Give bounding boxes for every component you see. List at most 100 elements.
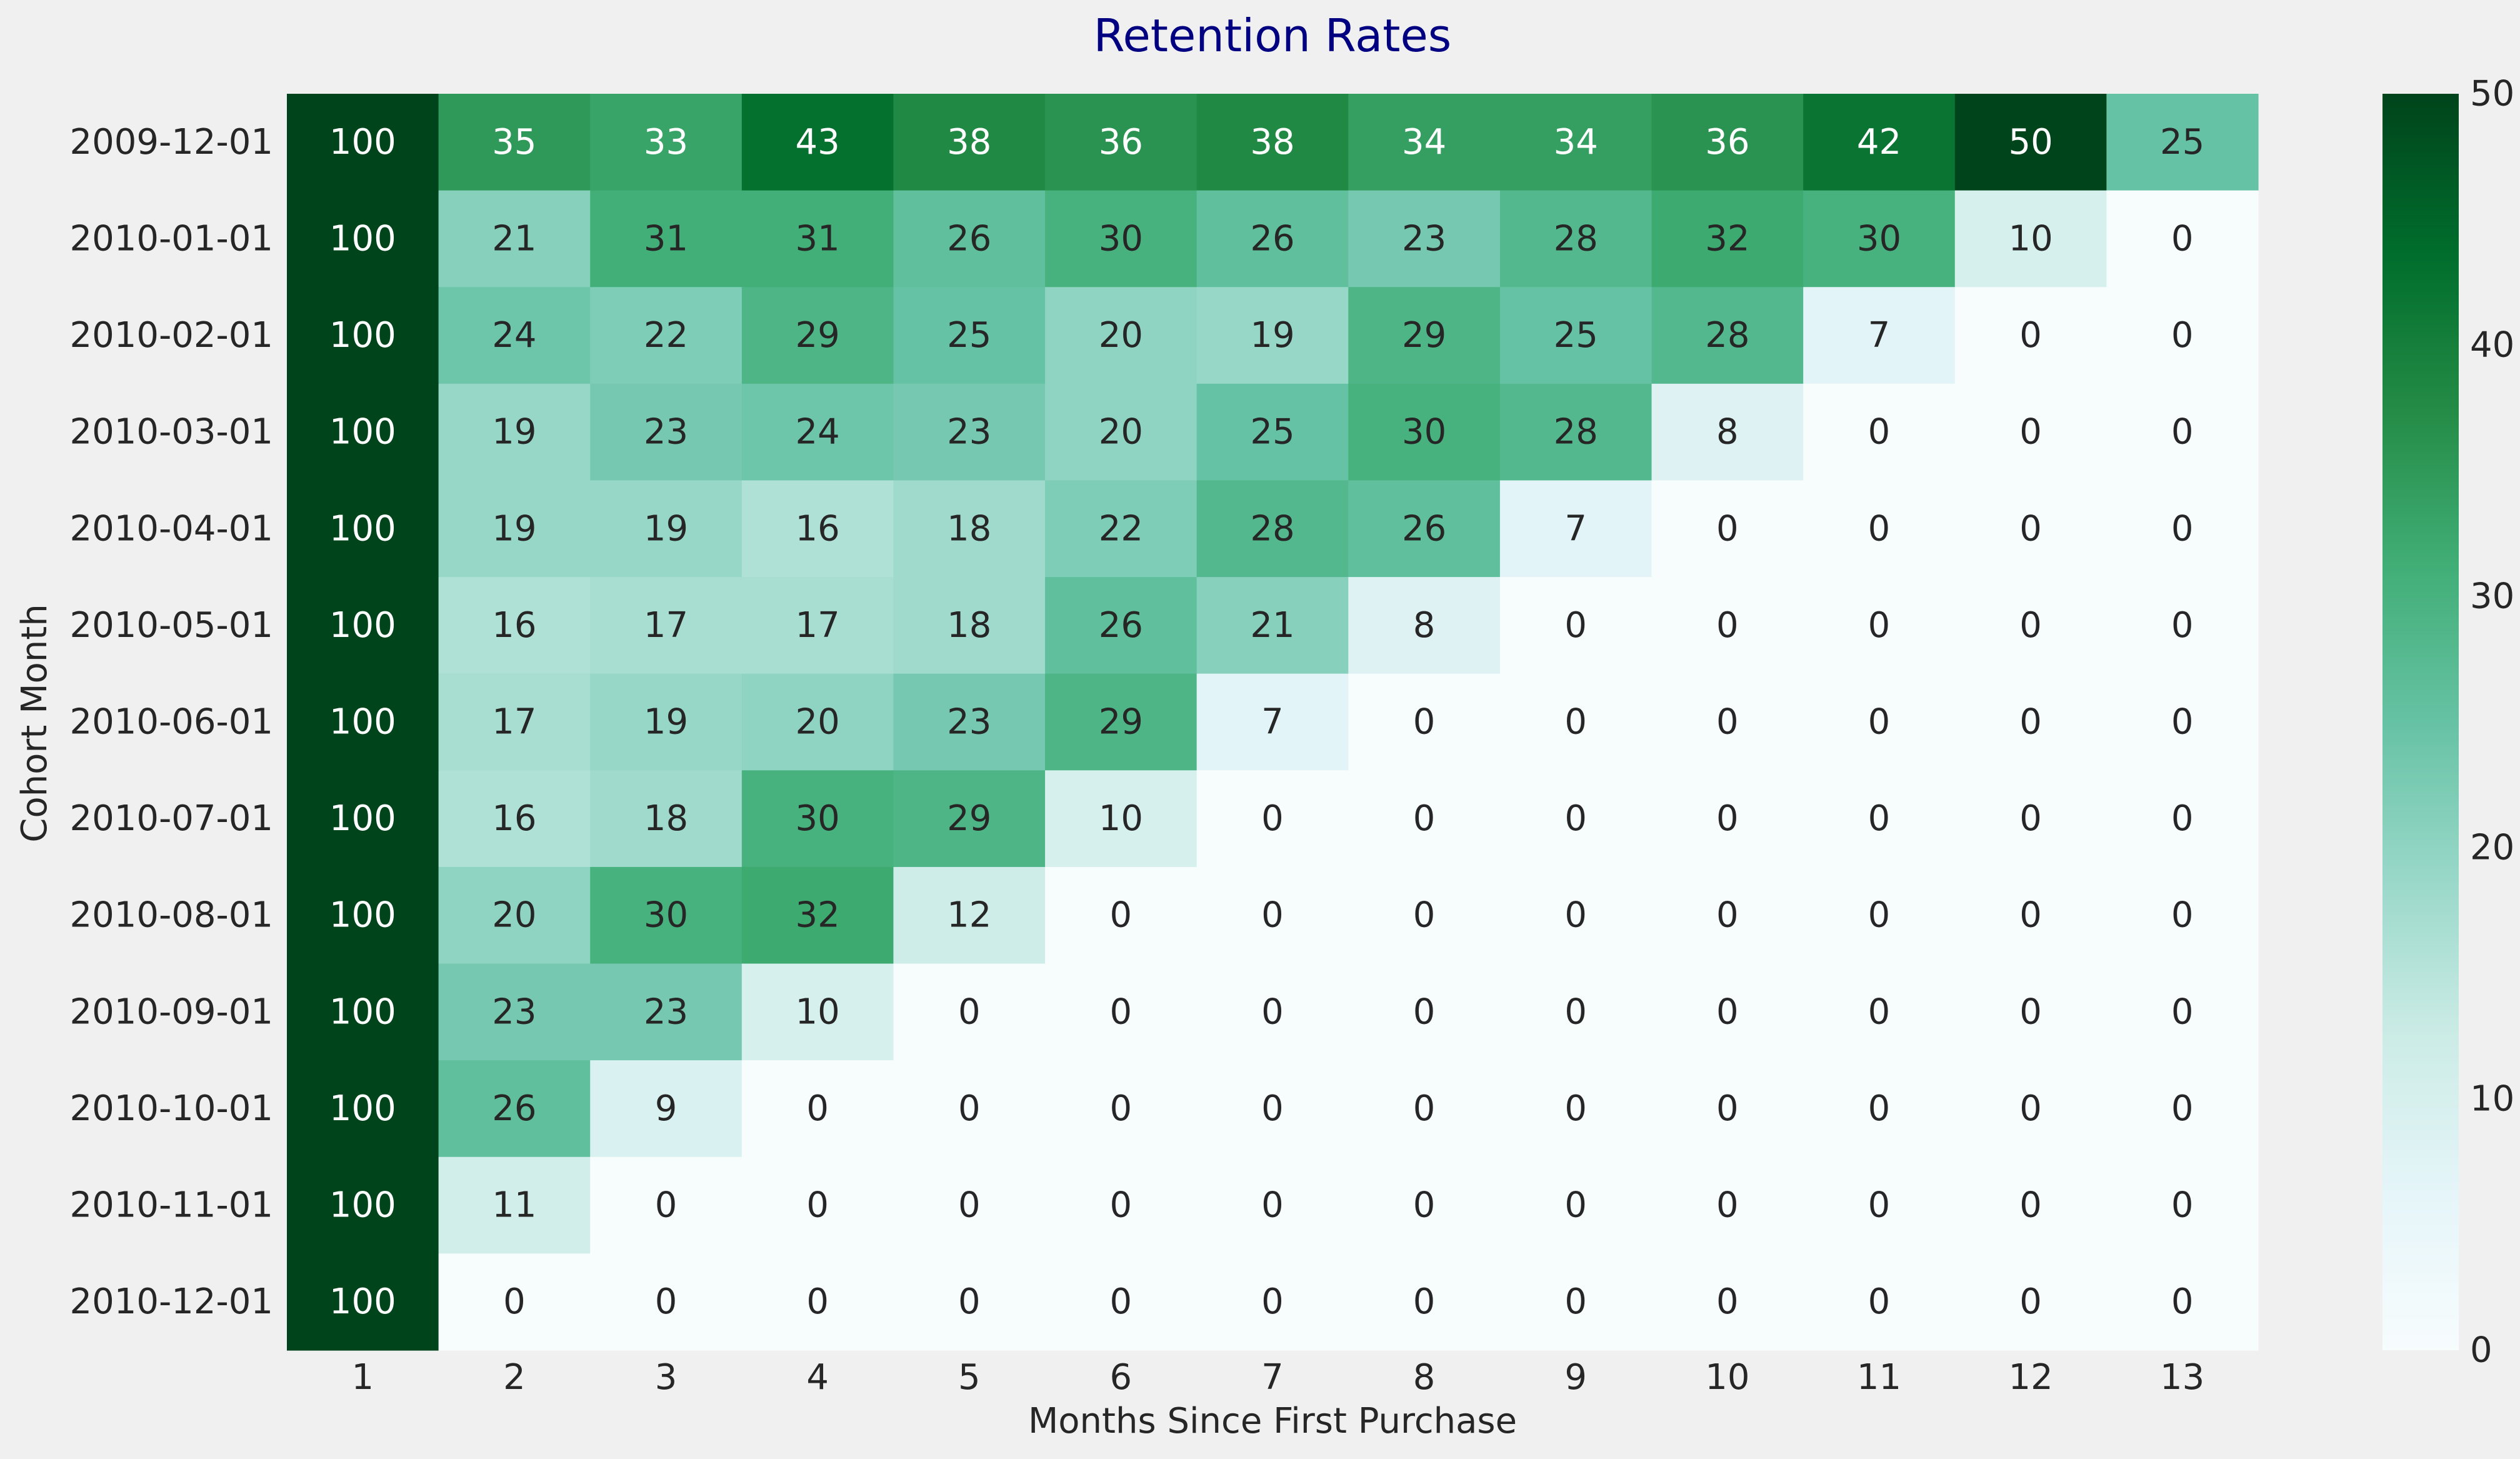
heatmap-cell [1651, 866, 1804, 965]
heatmap-cell [438, 190, 591, 288]
cell-value-label: 26 [1250, 218, 1294, 259]
heatmap-cell [1954, 1253, 2107, 1351]
heatmap-cell [1196, 190, 1349, 288]
cell-value-label: 0 [1564, 702, 1587, 743]
heatmap-cell [1196, 287, 1349, 384]
heatmap-cell [1803, 287, 1956, 384]
cell-value-label: 100 [329, 1088, 396, 1129]
heatmap-cell [1651, 287, 1804, 384]
cell-value-label: 0 [1261, 1281, 1284, 1322]
cell-value-label: 26 [1402, 508, 1446, 549]
cell-value-label: 100 [329, 702, 396, 743]
cell-value-label: 0 [1716, 702, 1739, 743]
heatmap-cell [1045, 287, 1198, 384]
heatmap-cell [1196, 1156, 1349, 1254]
cell-value-label: 0 [1868, 1185, 1891, 1226]
cell-value-label: 23 [644, 991, 688, 1032]
cell-value-label: 0 [1868, 508, 1891, 549]
cell-value-label: 0 [1868, 1281, 1891, 1322]
heatmap-cell [287, 1253, 439, 1351]
heatmap-cell [438, 770, 591, 868]
heatmap-cell [1499, 866, 1652, 965]
colorbar [2382, 94, 2459, 1350]
cell-value-label: 0 [2171, 218, 2194, 259]
cell-value-label: 30 [796, 798, 840, 839]
cell-value-label: 18 [644, 798, 688, 839]
heatmap-cell [1348, 287, 1501, 384]
heatmap-cell [590, 577, 742, 674]
cell-value-label: 0 [2019, 798, 2042, 839]
heatmap-cell [1803, 963, 1956, 1061]
heatmap-cell [590, 1156, 742, 1254]
heatmap-cell [2106, 866, 2259, 965]
cell-value-label: 20 [492, 895, 536, 936]
cell-value-label: 7 [1868, 315, 1891, 356]
cell-value-label: 0 [1868, 412, 1891, 453]
cell-value-label: 36 [1099, 122, 1143, 163]
heatmap-cell [1954, 1060, 2107, 1158]
heatmap-cell [1196, 1060, 1349, 1158]
cell-value-label: 0 [1261, 798, 1284, 839]
heatmap-cell [741, 866, 894, 965]
heatmap-cell [1045, 190, 1198, 288]
heatmap-cell [1348, 673, 1501, 771]
heatmap-cell [1348, 480, 1501, 578]
heatmap-cell [438, 673, 591, 771]
heatmap-cell [2106, 963, 2259, 1061]
cell-value-label: 28 [1554, 412, 1598, 453]
x-tick-label: 4 [806, 1357, 829, 1398]
colorbar-tick-labels: 0 10 20 30 40 50 [2470, 74, 2514, 1371]
heatmap-cell [741, 963, 894, 1061]
cell-value-label: 0 [958, 1088, 981, 1129]
heatmap-cell [1499, 673, 1652, 771]
cell-value-label: 0 [2171, 508, 2194, 549]
heatmap-cell [1651, 94, 1804, 191]
cell-value-label: 100 [329, 412, 396, 453]
cell-value-label: 100 [329, 798, 396, 839]
x-tick-label: 11 [1857, 1357, 1901, 1398]
cell-value-label: 7 [1261, 702, 1284, 743]
cell-value-label: 24 [492, 315, 536, 356]
cell-value-label: 0 [2019, 991, 2042, 1032]
heatmap-cell [741, 1156, 894, 1254]
colorbar-tick-label: 0 [2470, 1330, 2492, 1371]
heatmap-cell [1348, 866, 1501, 965]
heatmap-cell [1499, 577, 1652, 674]
heatmap-cell [1803, 94, 1956, 191]
cell-value-label: 0 [2171, 895, 2194, 936]
heatmap-cell [590, 866, 742, 965]
cell-value-label: 34 [1554, 122, 1598, 163]
cell-value-label: 0 [1716, 1088, 1739, 1129]
cell-value-label: 11 [492, 1185, 536, 1226]
cell-value-label: 0 [1261, 1088, 1284, 1129]
heatmap-cell [1803, 1253, 1956, 1351]
cell-value-label: 24 [796, 412, 840, 453]
cell-value-label: 0 [2019, 1281, 2042, 1322]
cell-value-label: 0 [1413, 702, 1436, 743]
cell-value-label: 0 [806, 1281, 829, 1322]
heatmap-cell [1954, 770, 2107, 868]
heatmap-cell [1499, 480, 1652, 578]
cell-value-label: 0 [958, 1281, 981, 1322]
cell-value-label: 16 [492, 798, 536, 839]
heatmap-cell [590, 287, 742, 384]
cell-value-label: 32 [1705, 218, 1749, 259]
colorbar-tick-label: 20 [2470, 828, 2514, 868]
heatmap-cell [1803, 577, 1956, 674]
cell-value-label: 0 [1564, 895, 1587, 936]
heatmap-cell [1954, 480, 2107, 578]
y-tick-label: 2010-09-01 [70, 991, 273, 1032]
heatmap-cell [287, 866, 439, 965]
heatmap-cell [1651, 1156, 1804, 1254]
cell-value-label: 0 [2019, 412, 2042, 453]
heatmap-cell [287, 480, 439, 578]
heatmap-cell [893, 190, 1046, 288]
cell-value-label: 38 [947, 122, 991, 163]
heatmap-cell [1196, 1253, 1349, 1351]
cell-value-label: 100 [329, 605, 396, 646]
colorbar-tick-label: 10 [2470, 1079, 2514, 1120]
y-tick-label: 2010-02-01 [70, 315, 273, 356]
cell-value-label: 21 [492, 218, 536, 259]
cell-value-label: 100 [329, 895, 396, 936]
